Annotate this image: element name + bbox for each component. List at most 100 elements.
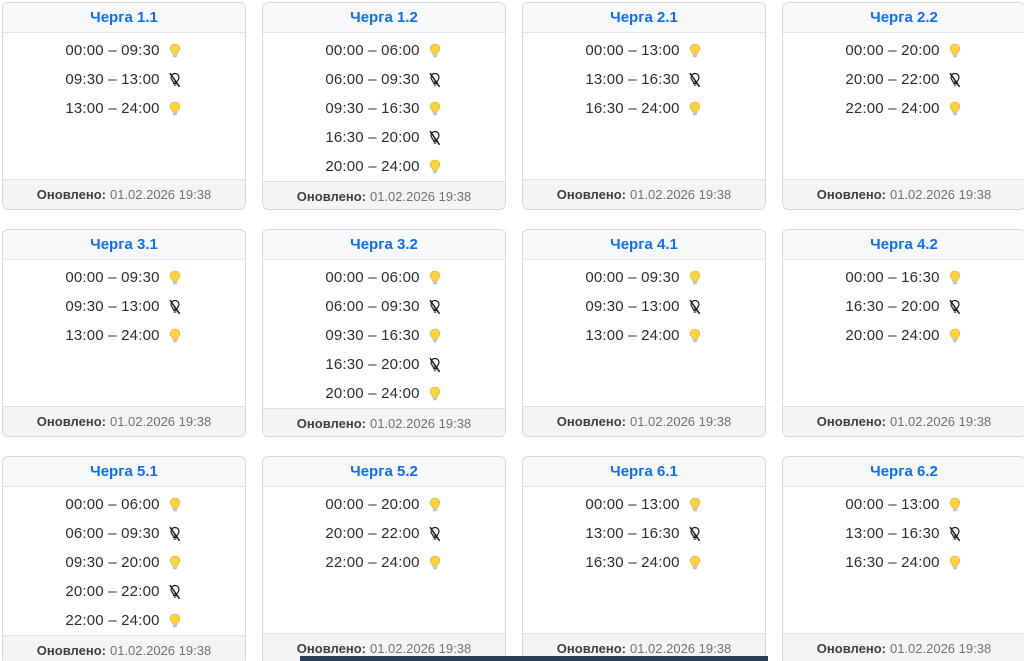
power-on-bulb-icon bbox=[947, 43, 963, 59]
power-off-crossed-bulb-icon bbox=[687, 72, 703, 88]
power-off-crossed-bulb-icon bbox=[947, 72, 963, 88]
queue-schedule-list: 00:00 – 20:00 20:00 – 22:00 22:00 – 24:00 bbox=[783, 33, 1024, 179]
queue-card-header: Черга 6.1 bbox=[523, 457, 765, 487]
time-range: 00:00 – 16:30 bbox=[845, 269, 940, 286]
schedule-slot: 22:00 – 24:00 bbox=[325, 548, 442, 577]
power-on-bulb-icon bbox=[947, 101, 963, 117]
queue-card-footer: Оновлено: 01.02.2026 19:38 bbox=[783, 406, 1024, 436]
schedule-slot: 16:30 – 20:00 bbox=[325, 123, 442, 152]
power-on-bulb-icon bbox=[947, 497, 963, 513]
power-off-crossed-bulb-icon bbox=[427, 526, 443, 542]
queue-card: Черга 4.1 00:00 – 09:30 09:30 – 13:00 13:0… bbox=[522, 229, 766, 437]
queue-card: Черга 6.2 00:00 – 13:00 13:00 – 16:30 16:3… bbox=[782, 456, 1024, 661]
schedule-slot: 00:00 – 13:00 bbox=[585, 36, 702, 65]
time-range: 22:00 – 24:00 bbox=[845, 100, 940, 117]
schedule-slot: 00:00 – 06:00 bbox=[325, 36, 442, 65]
power-on-bulb-icon bbox=[427, 328, 443, 344]
queue-title[interactable]: Черга 1.2 bbox=[350, 9, 418, 26]
queue-card: Черга 6.1 00:00 – 13:00 13:00 – 16:30 16:3… bbox=[522, 456, 766, 661]
time-range: 00:00 – 06:00 bbox=[325, 42, 420, 59]
queue-title[interactable]: Черга 2.1 bbox=[610, 9, 678, 26]
queue-title[interactable]: Черга 6.2 bbox=[870, 463, 938, 480]
power-on-bulb-icon bbox=[947, 555, 963, 571]
schedule-slot: 16:30 – 24:00 bbox=[585, 548, 702, 577]
schedule-slot: 13:00 – 16:30 bbox=[585, 65, 702, 94]
power-on-bulb-icon bbox=[427, 159, 443, 175]
updated-timestamp: 01.02.2026 19:38 bbox=[889, 414, 992, 429]
queue-title[interactable]: Черга 4.1 bbox=[610, 236, 678, 253]
queue-title[interactable]: Черга 3.2 bbox=[350, 236, 418, 253]
updated-label: Оновлено: bbox=[36, 187, 106, 202]
queue-card: Черга 3.2 00:00 – 06:00 06:00 – 09:30 09:3… bbox=[262, 229, 506, 437]
queue-card-footer: Оновлено: 01.02.2026 19:38 bbox=[783, 179, 1024, 209]
power-off-crossed-bulb-icon bbox=[427, 130, 443, 146]
updated-label: Оновлено: bbox=[296, 416, 366, 431]
time-range: 00:00 – 20:00 bbox=[325, 496, 420, 513]
time-range: 13:00 – 16:30 bbox=[845, 525, 940, 542]
power-on-bulb-icon bbox=[167, 555, 183, 571]
time-range: 16:30 – 24:00 bbox=[585, 100, 680, 117]
queue-title[interactable]: Черга 5.1 bbox=[90, 463, 158, 480]
queue-card: Черга 3.1 00:00 – 09:30 09:30 – 13:00 13:0… bbox=[2, 229, 246, 437]
schedule-slot: 09:30 – 13:00 bbox=[585, 292, 702, 321]
power-off-crossed-bulb-icon bbox=[167, 526, 183, 542]
time-range: 00:00 – 09:30 bbox=[585, 269, 680, 286]
time-range: 09:30 – 13:00 bbox=[65, 298, 160, 315]
power-on-bulb-icon bbox=[167, 270, 183, 286]
schedule-slot: 09:30 – 16:30 bbox=[325, 94, 442, 123]
schedule-slot: 16:30 – 24:00 bbox=[845, 548, 962, 577]
schedule-slot: 00:00 – 09:30 bbox=[585, 263, 702, 292]
updated-timestamp: 01.02.2026 19:38 bbox=[629, 187, 732, 202]
time-range: 16:30 – 20:00 bbox=[325, 356, 420, 373]
queue-card-footer: Оновлено: 01.02.2026 19:38 bbox=[263, 408, 505, 436]
queue-schedule-list: 00:00 – 09:30 09:30 – 13:00 13:00 – 24:00 bbox=[3, 260, 245, 406]
queue-title[interactable]: Черга 6.1 bbox=[610, 463, 678, 480]
schedule-slot: 20:00 – 24:00 bbox=[845, 321, 962, 350]
updated-label: Оновлено: bbox=[556, 187, 626, 202]
queue-card-header: Черга 4.1 bbox=[523, 230, 765, 260]
queue-card: Черга 1.1 00:00 – 09:30 09:30 – 13:00 13:0… bbox=[2, 2, 246, 210]
time-range: 13:00 – 16:30 bbox=[585, 71, 680, 88]
power-on-bulb-icon bbox=[947, 328, 963, 344]
schedule-slot: 09:30 – 20:00 bbox=[65, 548, 182, 577]
queue-schedule-list: 00:00 – 13:00 13:00 – 16:30 16:30 – 24:00 bbox=[523, 33, 765, 179]
queue-title[interactable]: Черга 4.2 bbox=[870, 236, 938, 253]
updated-timestamp: 01.02.2026 19:38 bbox=[109, 414, 212, 429]
schedule-slot: 09:30 – 16:30 bbox=[325, 321, 442, 350]
power-on-bulb-icon bbox=[427, 555, 443, 571]
schedule-slot: 00:00 – 13:00 bbox=[845, 490, 962, 519]
queue-schedule-list: 00:00 – 06:00 06:00 – 09:30 09:30 – 20:00 2… bbox=[3, 487, 245, 635]
queue-card-footer: Оновлено: 01.02.2026 19:38 bbox=[3, 635, 245, 661]
schedule-slot: 13:00 – 16:30 bbox=[845, 519, 962, 548]
updated-label: Оновлено: bbox=[556, 641, 626, 656]
queue-title[interactable]: Черга 1.1 bbox=[90, 9, 158, 26]
schedule-slot: 16:30 – 20:00 bbox=[325, 350, 442, 379]
updated-label: Оновлено: bbox=[556, 414, 626, 429]
queue-title[interactable]: Черга 2.2 bbox=[870, 9, 938, 26]
queue-schedule-list: 00:00 – 09:30 09:30 – 13:00 13:00 – 24:00 bbox=[3, 33, 245, 179]
queue-card-footer: Оновлено: 01.02.2026 19:38 bbox=[263, 181, 505, 209]
time-range: 16:30 – 24:00 bbox=[585, 554, 680, 571]
updated-timestamp: 01.02.2026 19:38 bbox=[109, 187, 212, 202]
queue-title[interactable]: Черга 3.1 bbox=[90, 236, 158, 253]
power-on-bulb-icon bbox=[427, 497, 443, 513]
time-range: 20:00 – 22:00 bbox=[845, 71, 940, 88]
power-off-crossed-bulb-icon bbox=[947, 526, 963, 542]
power-off-crossed-bulb-icon bbox=[427, 357, 443, 373]
updated-timestamp: 01.02.2026 19:38 bbox=[109, 643, 212, 658]
queue-title[interactable]: Черга 5.2 bbox=[350, 463, 418, 480]
time-range: 16:30 – 20:00 bbox=[325, 129, 420, 146]
schedule-slot: 09:30 – 13:00 bbox=[65, 292, 182, 321]
time-range: 09:30 – 16:30 bbox=[325, 327, 420, 344]
queue-card-header: Черга 2.2 bbox=[783, 3, 1024, 33]
time-range: 20:00 – 24:00 bbox=[325, 385, 420, 402]
time-range: 00:00 – 06:00 bbox=[65, 496, 160, 513]
queue-card: Черга 2.2 00:00 – 20:00 20:00 – 22:00 22:0… bbox=[782, 2, 1024, 210]
schedule-slot: 00:00 – 09:30 bbox=[65, 36, 182, 65]
schedule-slot: 22:00 – 24:00 bbox=[845, 94, 962, 123]
power-off-crossed-bulb-icon bbox=[687, 526, 703, 542]
queue-card-header: Черга 6.2 bbox=[783, 457, 1024, 487]
schedule-slot: 13:00 – 24:00 bbox=[65, 321, 182, 350]
schedule-slot: 20:00 – 22:00 bbox=[325, 519, 442, 548]
queue-card-header: Черга 1.1 bbox=[3, 3, 245, 33]
